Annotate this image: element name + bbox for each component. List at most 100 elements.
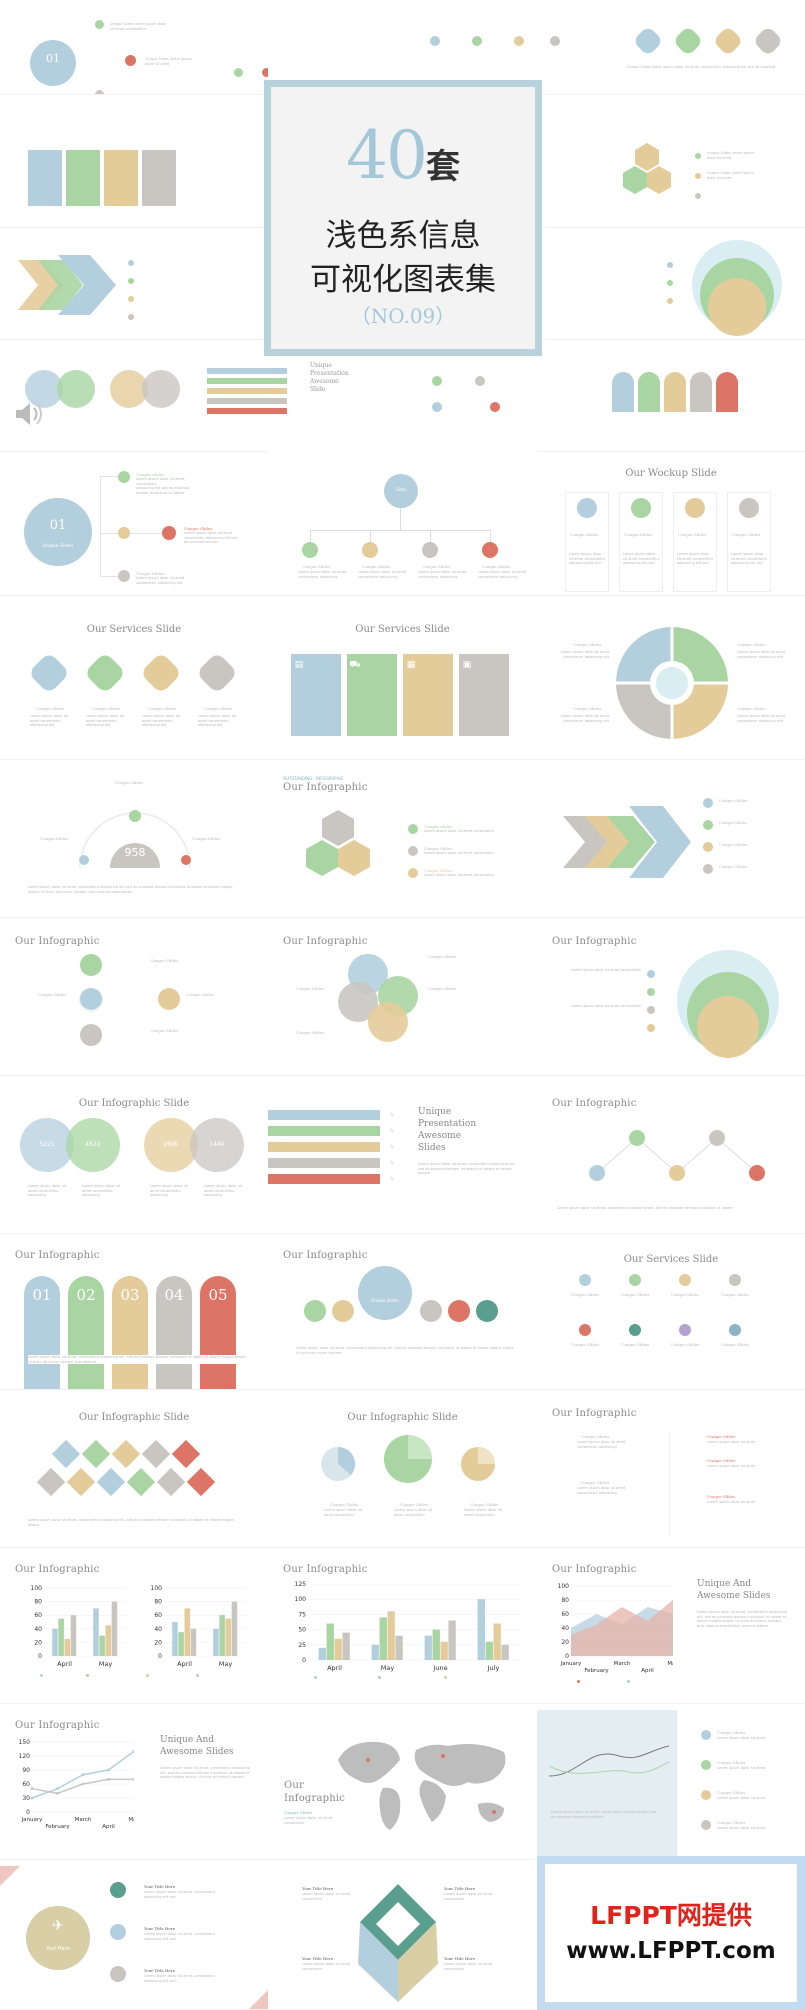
line-point xyxy=(132,1777,134,1781)
slide-27[interactable]: Our Infographic Lorem ipsum dolor sit am… xyxy=(537,1084,805,1234)
x-tick-label: February xyxy=(584,1668,609,1674)
x-tick-label: January xyxy=(560,1661,583,1667)
slide-18[interactable]: Unique Slides Unique Slides Unique Slide… xyxy=(537,610,805,760)
slide-31[interactable]: Our Infographic Slide Lorem ipsum dolor … xyxy=(0,1398,268,1548)
slide-16[interactable]: Our Services Slide Unique Slides Unique … xyxy=(0,610,268,760)
line-point xyxy=(81,1773,85,1777)
bar-chart-a: 0 20 40 60 80 100 April May xyxy=(31,1585,126,1668)
slide-20[interactable]: Our Infographic OUTSTANDING · INFOGRAPHI… xyxy=(268,768,537,918)
slide-15[interactable]: Our Wockup Slide Unique Slides Unique Sl… xyxy=(537,456,805,596)
slide-3[interactable]: Unique Slides lorem ipsum dolor sit amet… xyxy=(537,0,805,95)
slide-21[interactable]: Unique Slides Unique Slides Unique Slide… xyxy=(537,768,805,918)
slide-30[interactable]: Our Services Slide Unique Slides Unique … xyxy=(537,1240,805,1390)
slide-13[interactable]: 01 Unique Slides Unique Slides Lorem ips… xyxy=(0,456,268,596)
x-tick-label: May xyxy=(219,1660,233,1668)
line-heading: Unique And Awesome Slides xyxy=(160,1735,234,1757)
slide-25[interactable]: Our Infographic Slide 5221 4522 2890 144… xyxy=(0,1084,268,1234)
y-tick-label: 0 xyxy=(26,1809,30,1816)
slide-39[interactable]: Lorem ipsum dolor sit amet, consectetur … xyxy=(537,1710,805,1860)
slide-36[interactable]: Our Infographic 0 20 40 60 80 100 January Febru… xyxy=(537,1554,805,1704)
bar xyxy=(178,1632,184,1656)
slide-1[interactable]: 01 Unique Slides lorem ipsum dolor sit am… xyxy=(0,0,268,95)
slide-9[interactable] xyxy=(537,240,805,340)
slide-38[interactable]: Our Infographic Unique Slides Lorem ipsu… xyxy=(268,1710,537,1860)
slide-11[interactable]: Unique Presentation Awesome Slide xyxy=(200,352,537,452)
y-tick-label: 80 xyxy=(154,1599,162,1606)
x-tick-label: January xyxy=(21,1817,44,1823)
line-point xyxy=(30,1787,34,1791)
slide-14[interactable]: Slide Unique Slides Unique Slides Unique… xyxy=(268,456,537,596)
line-point xyxy=(107,1768,110,1772)
watermark-box[interactable]: LFPPT网提供 www.LFPPT.com xyxy=(537,1856,805,2010)
y-tick-label: 120 xyxy=(19,1753,31,1760)
x-tick-label: May xyxy=(99,1660,113,1668)
slide-35[interactable]: Our Infographic 0 25 50 75 100 125 April May Jun… xyxy=(268,1554,537,1704)
slide-10[interactable] xyxy=(0,352,268,452)
bar xyxy=(379,1617,387,1660)
slide-4[interactable] xyxy=(0,128,268,228)
y-tick-label: 50 xyxy=(298,1627,306,1634)
y-tick-label: 60 xyxy=(154,1612,162,1619)
y-tick-label: 20 xyxy=(34,1639,42,1646)
bar xyxy=(334,1638,342,1660)
slide-19[interactable]: 958 Unique Slides Unique Slides Unique S… xyxy=(0,768,268,918)
slide-41[interactable]: Your Title Here Your Title Here Your Tit… xyxy=(268,1866,537,2010)
bar xyxy=(424,1635,432,1660)
y-tick-label: 0 xyxy=(158,1653,162,1660)
slide-40[interactable]: ✈ Text Here Your Title Here Your Title H… xyxy=(0,1866,268,2010)
bar xyxy=(448,1620,456,1660)
y-tick-label: 60 xyxy=(22,1781,30,1788)
y-tick-label: 60 xyxy=(561,1611,569,1618)
bar xyxy=(52,1628,58,1656)
x-tick-label: April xyxy=(102,1824,115,1830)
slide-29[interactable]: Our Infographic Unique Slides Lorem ipsu… xyxy=(268,1240,537,1390)
slide-17[interactable]: Our Services Slide ▤ ⛟ ▦ ▣ xyxy=(268,610,537,760)
slide-28[interactable]: Our Infographic 01 02 03 04 05 xyxy=(0,1240,268,1390)
bar xyxy=(432,1629,440,1660)
bar xyxy=(213,1628,219,1656)
slide-26[interactable]: ✎ ✎ ✎ ✎ ✎ Unique Presentation Awesome Sl… xyxy=(268,1084,537,1234)
bar xyxy=(184,1608,191,1656)
x-tick-label: June xyxy=(432,1664,447,1672)
slide-37[interactable]: Our Infographic 0 30 60 90 120 150 January Febr… xyxy=(0,1710,268,1860)
bar-chart-c: 0 25 50 75 100 125 April May June July xyxy=(295,1581,520,1672)
line-point xyxy=(107,1777,110,1781)
slide-12[interactable] xyxy=(537,352,805,452)
upas-heading: Unique Presentation Awesome Slides xyxy=(418,1107,477,1153)
speaker-icon[interactable] xyxy=(12,397,46,431)
bar xyxy=(342,1632,350,1660)
slide-7[interactable] xyxy=(0,240,268,340)
y-tick-label: 90 xyxy=(22,1767,30,1774)
slide-32[interactable]: Our Infographic Slide Unique Slides Uniq… xyxy=(268,1398,537,1548)
x-tick-label: May xyxy=(667,1661,673,1667)
area-series xyxy=(571,1600,673,1656)
x-tick-label: May xyxy=(381,1664,395,1672)
y-tick-label: 40 xyxy=(34,1626,42,1633)
x-tick-label: April xyxy=(57,1660,72,1668)
x-tick-label: April xyxy=(641,1668,654,1674)
slide-23[interactable]: Our Infographic Unique Slides Unique Sli… xyxy=(268,926,537,1076)
bar-chart-b: 0 20 40 60 80 100 April May xyxy=(151,1585,246,1668)
cover-card[interactable]: 40套 浅色系信息 可视化图表集 （NO.09） xyxy=(264,80,542,356)
slide-6[interactable]: Unique Slides lorem ipsum dolor sit amet … xyxy=(537,128,805,228)
bar xyxy=(64,1639,71,1656)
y-tick-label: 40 xyxy=(154,1626,162,1633)
y-tick-label: 80 xyxy=(34,1599,42,1606)
bar xyxy=(93,1608,99,1656)
slide-24[interactable]: Our Infographic Lorem ipsum dolor sit am… xyxy=(537,926,805,1076)
slide-34[interactable]: Our Infographic 0 20 40 60 80 100 April May 0 20… xyxy=(0,1554,268,1704)
bar xyxy=(387,1611,395,1660)
slide-33[interactable]: Our Infographic Unique Slides Unique Sli… xyxy=(537,1398,805,1548)
bar xyxy=(501,1644,509,1660)
y-tick-label: 100 xyxy=(151,1585,163,1592)
y-tick-label: 30 xyxy=(22,1795,30,1802)
slide-22[interactable]: Our Infographic Unique Slides Unique Sli… xyxy=(0,926,268,1076)
x-tick-label: April xyxy=(177,1660,192,1668)
bar xyxy=(477,1599,485,1660)
y-tick-label: 25 xyxy=(298,1642,306,1649)
x-tick-label: July xyxy=(487,1664,500,1672)
y-tick-label: 100 xyxy=(558,1583,570,1590)
x-tick-label: April xyxy=(327,1664,342,1672)
line-point xyxy=(30,1796,34,1800)
